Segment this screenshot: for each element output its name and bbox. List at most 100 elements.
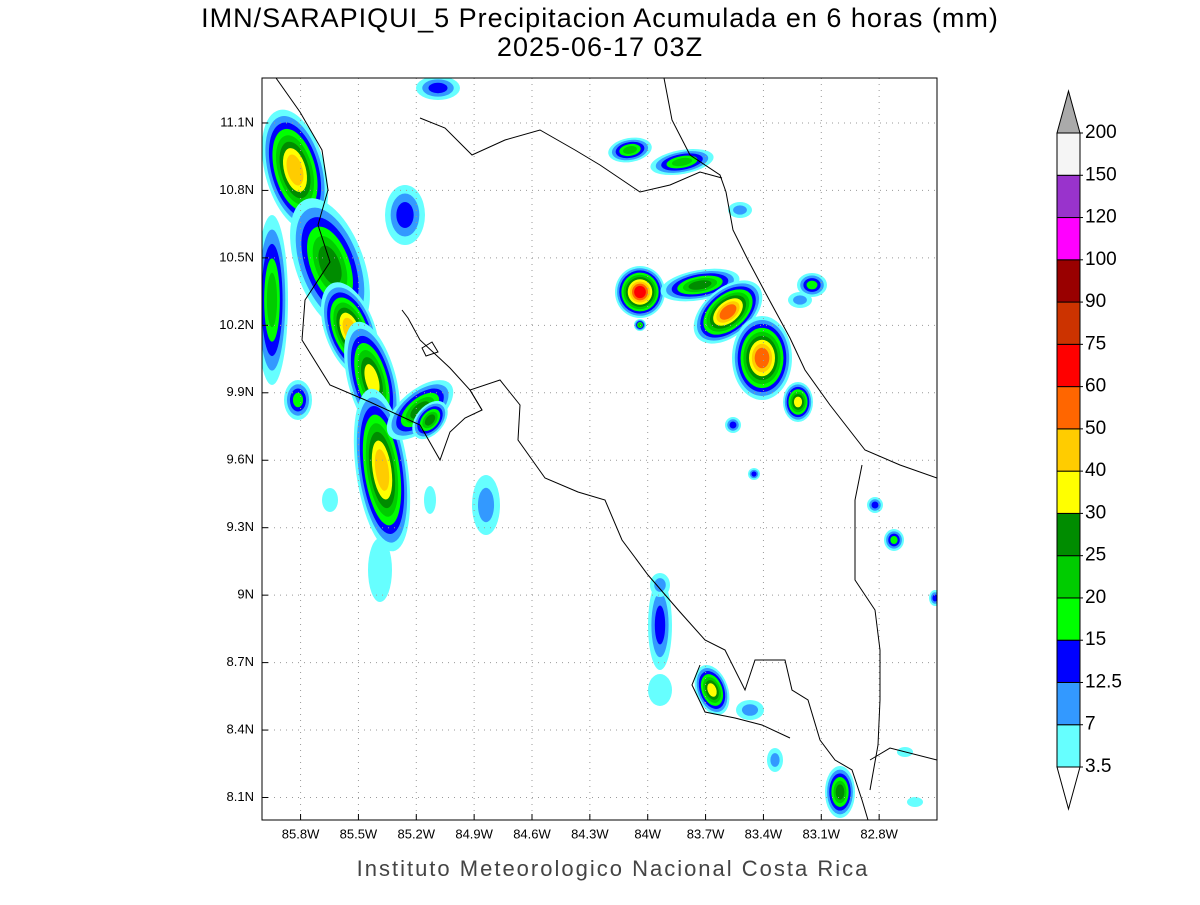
precip-area xyxy=(932,594,937,602)
colorbar-label: 20 xyxy=(1085,587,1106,608)
footer: Instituto Meteorologico Nacional Costa R… xyxy=(357,856,870,881)
precip-area xyxy=(707,683,717,697)
colorbar-box xyxy=(1056,217,1081,261)
colorbar-box xyxy=(1056,597,1081,641)
precip-area xyxy=(806,280,818,290)
precip-area xyxy=(428,82,448,94)
precip-area xyxy=(266,272,278,328)
precip-area xyxy=(793,396,803,408)
precip-area xyxy=(741,704,759,716)
colorbar-label: 90 xyxy=(1085,291,1106,312)
colorbar-label: 40 xyxy=(1085,460,1106,481)
colorbar-box xyxy=(1056,386,1081,430)
y-tick-label: 8.7N xyxy=(227,654,254,669)
x-tick-label: 84.3W xyxy=(571,826,609,841)
x-tick-label: 82.8W xyxy=(860,826,898,841)
precip-area xyxy=(634,285,646,299)
colorbar-label: 120 xyxy=(1085,207,1117,228)
coastline xyxy=(691,664,791,739)
x-tick-label: 84.9W xyxy=(455,826,493,841)
precip-area xyxy=(368,538,392,602)
precip-area xyxy=(374,449,390,491)
coastlines xyxy=(275,78,937,820)
colorbar-box xyxy=(1056,259,1081,303)
x-tick-label: 85.8W xyxy=(282,826,320,841)
colorbar-label: 30 xyxy=(1085,502,1106,523)
precip-area xyxy=(396,202,414,228)
precip-area xyxy=(890,536,898,544)
precip-area xyxy=(793,295,807,305)
grid xyxy=(262,78,937,820)
precip-area xyxy=(733,205,747,215)
x-tick-label: 83.7W xyxy=(687,826,725,841)
coastline xyxy=(469,379,869,820)
colorbar-label: 15 xyxy=(1085,629,1106,650)
precip-area xyxy=(907,797,923,807)
precip-area xyxy=(477,487,495,523)
x-tick-label: 84W xyxy=(634,826,661,841)
colorbar-under xyxy=(1056,766,1081,811)
colorbar-box xyxy=(1056,555,1081,599)
precip-area xyxy=(770,753,780,767)
precip-area xyxy=(671,157,693,167)
colorbar-box xyxy=(1056,174,1081,219)
coastline xyxy=(663,78,937,479)
y-tick-label: 8.4N xyxy=(227,721,254,736)
y-tick-label: 10.2N xyxy=(219,317,254,332)
precip-area xyxy=(648,674,672,706)
colorbar-box xyxy=(1056,301,1081,345)
colorbar-label: 7 xyxy=(1085,714,1096,735)
y-tick-label: 9N xyxy=(237,587,254,602)
precip-area xyxy=(286,154,304,186)
colorbar-label: 25 xyxy=(1085,545,1106,566)
y-tick-label: 10.5N xyxy=(219,249,254,264)
precip-area xyxy=(754,347,770,369)
colorbar-box xyxy=(1056,470,1081,514)
colorbar-label: 100 xyxy=(1085,249,1117,270)
colorbar-label: 12.5 xyxy=(1085,671,1122,692)
title: IMN/SARAPIQUI_5 Precipitacion Acumulada … xyxy=(201,3,999,33)
precip-area xyxy=(410,401,430,419)
colorbar-label: 150 xyxy=(1085,164,1117,185)
precip-area xyxy=(729,421,737,429)
colorbar-label: 60 xyxy=(1085,376,1106,397)
colorbar-label: 75 xyxy=(1085,333,1106,354)
coastline xyxy=(421,341,439,357)
x-tick-label: 84.6W xyxy=(513,826,551,841)
border xyxy=(419,117,723,193)
precip-area xyxy=(318,245,342,285)
y-tick-label: 9.6N xyxy=(227,452,254,467)
map-frame xyxy=(261,77,938,821)
y-tick-label: 10.8N xyxy=(219,182,254,197)
subtitle: 2025-06-17 03Z xyxy=(497,32,703,62)
colorbar-label: 200 xyxy=(1085,122,1117,143)
colorbar-box xyxy=(1056,132,1081,176)
y-tick-label: 9.3N xyxy=(227,519,254,534)
precip-area xyxy=(751,471,757,477)
x-tick-label: 85.5W xyxy=(340,826,378,841)
colorbar-label: 3.5 xyxy=(1085,756,1111,777)
precip-area xyxy=(322,488,338,512)
precip-area xyxy=(623,146,637,154)
precip-area xyxy=(835,784,845,800)
precip-area xyxy=(424,414,436,426)
colorbar-box xyxy=(1056,639,1081,683)
x-tick-label: 83.1W xyxy=(802,826,840,841)
colorbar-box xyxy=(1056,681,1081,726)
precip-area xyxy=(719,304,737,320)
colorbar-box xyxy=(1056,512,1081,557)
y-tick-label: 8.1N xyxy=(227,789,254,804)
border xyxy=(854,464,881,791)
colorbar-label: 50 xyxy=(1085,418,1106,439)
precip-area xyxy=(292,392,304,408)
x-tick-label: 83.4W xyxy=(745,826,783,841)
precip-area xyxy=(871,501,879,509)
precip-area xyxy=(424,486,436,514)
colorbar-box xyxy=(1056,428,1081,472)
coastline xyxy=(275,78,483,462)
precipitation-field xyxy=(262,78,937,818)
precip-area xyxy=(654,578,666,592)
colorbar-box xyxy=(1056,724,1081,768)
